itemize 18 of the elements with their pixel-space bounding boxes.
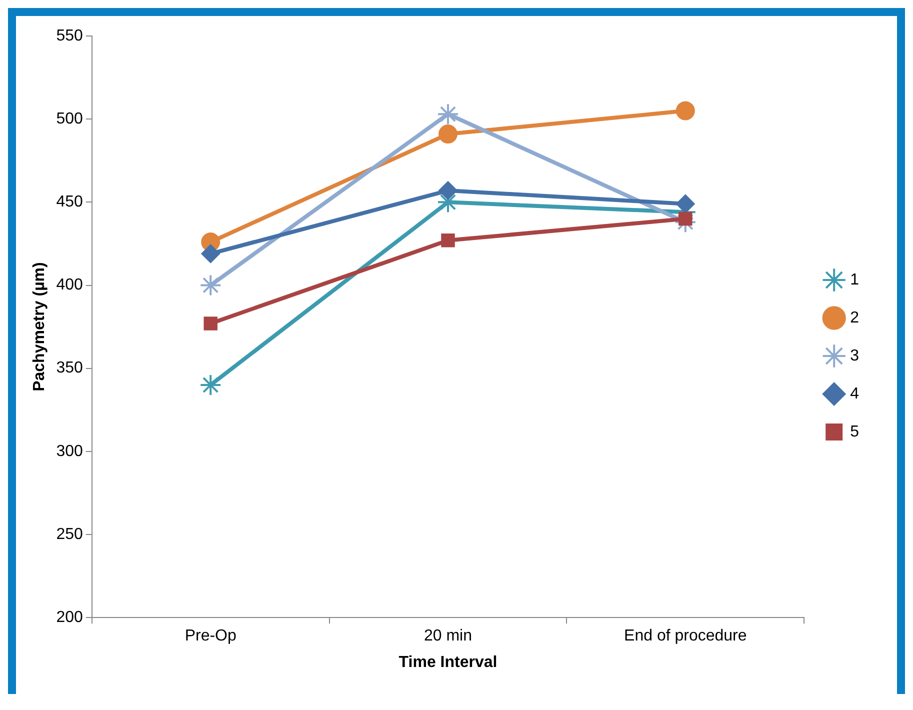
y-axis-title: Pachymetry (µm) <box>31 262 48 392</box>
legend-label: 2 <box>850 309 860 326</box>
y-tick-label: 200 <box>56 609 83 626</box>
legend-label: 5 <box>850 423 860 440</box>
legend-label: 4 <box>850 385 860 402</box>
y-tick-label: 400 <box>56 276 83 294</box>
x-tick-label: 20 min <box>424 628 472 645</box>
y-tick-label: 450 <box>56 194 83 211</box>
legend-label: 3 <box>850 347 860 364</box>
x-axis-title: Time Interval <box>398 654 498 671</box>
y-tick-label: 350 <box>56 360 83 377</box>
legend-label: 1 <box>850 271 860 288</box>
y-tick-label: 250 <box>56 526 83 543</box>
y-tick-label: 300 <box>56 442 83 460</box>
x-tick-label: End of procedure <box>624 628 747 645</box>
y-tick-label: 500 <box>56 110 83 128</box>
y-tick-label: 550 <box>56 27 83 44</box>
x-tick-label: Pre-Op <box>184 628 236 645</box>
